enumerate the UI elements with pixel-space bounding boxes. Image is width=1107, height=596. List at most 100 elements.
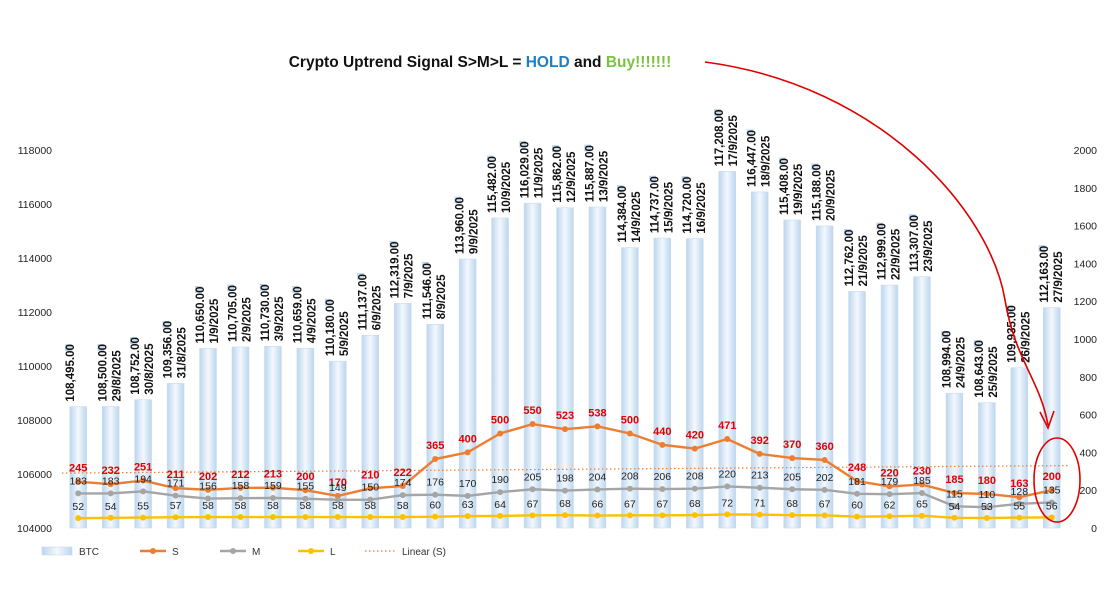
series-l-point bbox=[594, 512, 601, 519]
series-m-label: 183 bbox=[102, 475, 120, 487]
btc-date-label: 25/9/2025 bbox=[988, 346, 1000, 398]
series-m-label: 155 bbox=[297, 481, 315, 493]
btc-bar bbox=[134, 399, 152, 529]
btc-date-label: 26/9/2025 bbox=[1020, 311, 1032, 363]
series-l-label: 68 bbox=[786, 498, 798, 510]
series-m-point bbox=[529, 486, 536, 493]
series-l-label: 71 bbox=[754, 498, 766, 510]
series-l-label: 67 bbox=[624, 498, 636, 510]
btc-date-label: 18/9/2025 bbox=[761, 135, 773, 187]
btc-date-label: 24/9/2025 bbox=[955, 336, 967, 388]
title-buy: Buy bbox=[605, 54, 636, 71]
series-m-point bbox=[886, 491, 893, 498]
series-m-label: 110 bbox=[978, 489, 995, 501]
btc-price-label: 110,659.00 bbox=[292, 286, 304, 343]
series-m-label: 115 bbox=[946, 488, 963, 500]
series-m-point bbox=[951, 503, 958, 510]
series-l-point bbox=[140, 514, 147, 521]
btc-marker bbox=[487, 155, 494, 163]
left-axis-tick: 110000 bbox=[18, 361, 52, 373]
series-l-point bbox=[821, 512, 828, 519]
btc-price-label: 110,180.00 bbox=[325, 299, 337, 356]
series-s-point bbox=[918, 481, 925, 488]
series-l-point bbox=[1048, 514, 1055, 521]
series-s-label: 220 bbox=[880, 467, 898, 479]
series-l-label: 58 bbox=[202, 500, 214, 512]
btc-marker bbox=[908, 214, 916, 222]
series-l-point bbox=[367, 514, 374, 521]
btc-date-label: 11/9/2025 bbox=[534, 147, 546, 198]
series-l-point bbox=[497, 512, 504, 519]
left-axis-tick: 114000 bbox=[18, 253, 52, 265]
series-s-point bbox=[659, 441, 666, 448]
series-m-label: 176 bbox=[426, 477, 444, 489]
btc-marker bbox=[584, 144, 592, 152]
right-axis-tick: 0 bbox=[1091, 523, 1097, 535]
series-l-label: 60 bbox=[851, 500, 863, 512]
btc-price-label: 108,994.00 bbox=[941, 331, 953, 389]
series-l-point bbox=[172, 514, 179, 521]
btc-date-label: 16/9/2025 bbox=[696, 182, 708, 234]
series-l-point bbox=[205, 514, 212, 521]
btc-bar bbox=[621, 247, 639, 529]
btc-bar bbox=[458, 258, 477, 529]
btc-marker bbox=[130, 337, 137, 344]
btc-bar bbox=[361, 335, 380, 529]
series-l-point bbox=[659, 512, 666, 519]
btc-bars bbox=[65, 109, 1061, 529]
series-s-label: 500 bbox=[621, 415, 639, 427]
series-s-label: 185 bbox=[945, 474, 963, 486]
series-s-label: 200 bbox=[296, 471, 314, 483]
btc-marker bbox=[714, 109, 721, 116]
series-s-label: 248 bbox=[848, 462, 866, 474]
series-s-point bbox=[237, 484, 244, 491]
btc-marker bbox=[422, 261, 429, 269]
series-l-label: 58 bbox=[364, 500, 376, 512]
series-s-point bbox=[432, 456, 439, 463]
series-s-label: 360 bbox=[815, 441, 833, 453]
btc-price-label: 111,546.00 bbox=[422, 263, 434, 319]
series-s-label: 523 bbox=[556, 410, 574, 422]
series-l-point bbox=[724, 511, 731, 518]
series-l-label: 60 bbox=[429, 500, 441, 512]
series-l-point bbox=[75, 515, 82, 522]
series-l-label: 55 bbox=[137, 501, 149, 513]
series-m-point bbox=[821, 486, 828, 493]
btc-date-label: 15/9/2025 bbox=[663, 181, 675, 233]
series-l-label: 67 bbox=[819, 498, 831, 510]
series-l-point bbox=[529, 512, 536, 519]
btc-price-label: 116,447.00 bbox=[747, 130, 759, 187]
series-m-label: 170 bbox=[459, 478, 477, 490]
series-s-point bbox=[302, 487, 309, 494]
left-axis-tick: 106000 bbox=[17, 469, 52, 481]
series-m-label: 149 bbox=[329, 482, 347, 494]
series-s-point bbox=[724, 435, 731, 442]
series-s-label: 202 bbox=[199, 471, 217, 483]
series-m-point bbox=[983, 504, 990, 511]
btc-date-label: 20/9/2025 bbox=[826, 169, 838, 221]
btc-bar bbox=[166, 383, 185, 529]
btc-bar bbox=[426, 323, 444, 529]
btc-date-label: 21/9/2025 bbox=[858, 235, 870, 287]
btc-date-label: 2/9/2025 bbox=[241, 297, 253, 342]
right-axis-tick: 1200 bbox=[1074, 296, 1098, 308]
series-l-point bbox=[432, 513, 439, 520]
btc-price-label: 117,208.00 bbox=[714, 109, 726, 166]
series-s-point bbox=[854, 478, 861, 485]
series-s-label: 232 bbox=[101, 465, 119, 477]
series-l-label: 67 bbox=[657, 498, 669, 510]
btc-marker bbox=[681, 176, 689, 183]
btc-date-label: 31/8/2025 bbox=[177, 327, 189, 379]
legend-m-label: M bbox=[252, 547, 260, 558]
series-s-label: 400 bbox=[458, 433, 476, 445]
series-m-label: 205 bbox=[524, 471, 542, 483]
series-m-label: 183 bbox=[69, 475, 87, 487]
series-s-point bbox=[172, 485, 179, 492]
btc-marker bbox=[973, 340, 981, 347]
btc-date-label: 29/8/2025 bbox=[112, 350, 124, 402]
legend: BTC S M L Linear (S) bbox=[41, 546, 446, 558]
series-m-point bbox=[140, 488, 147, 495]
series-s-label: 212 bbox=[231, 469, 249, 481]
btc-price-label: 112,319.00 bbox=[390, 241, 402, 298]
